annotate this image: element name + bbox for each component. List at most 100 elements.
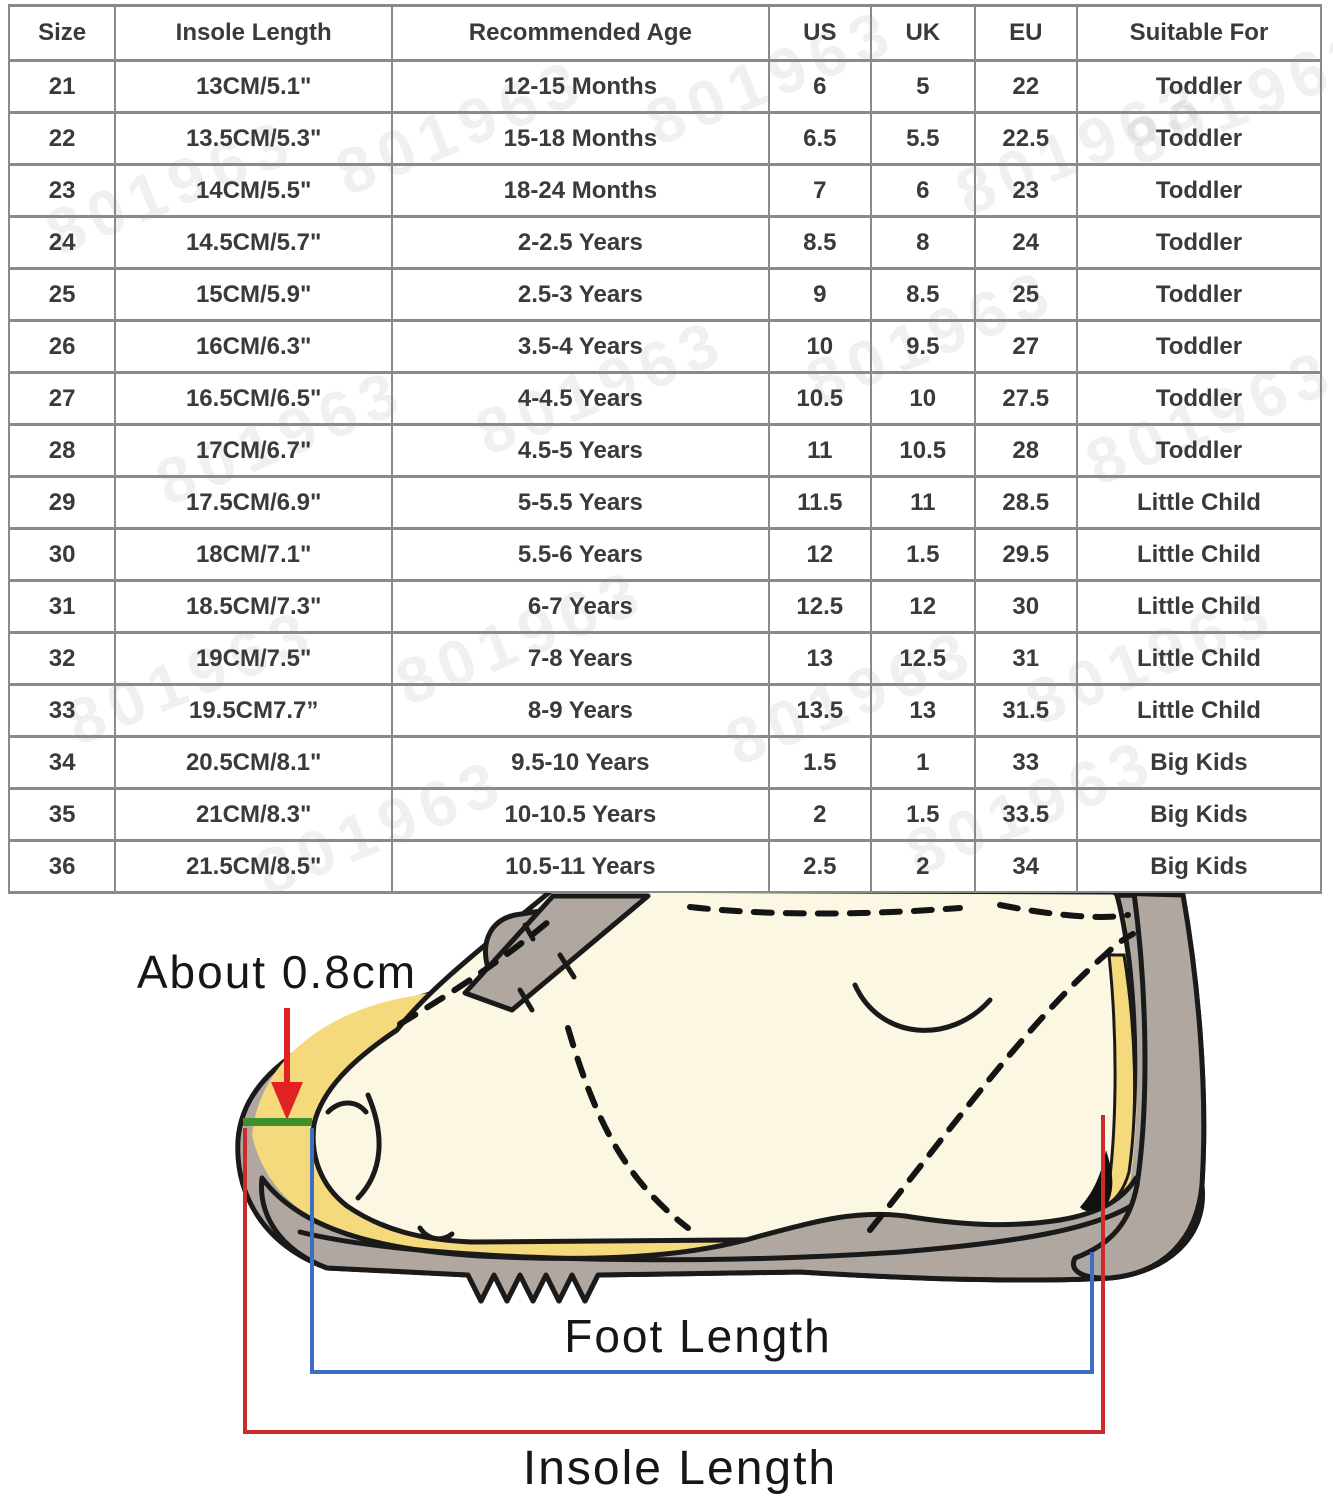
table-cell: 18-24 Months: [391, 163, 770, 218]
table-cell: 12: [869, 579, 976, 634]
toe-wrinkle-detail: [417, 1225, 455, 1242]
table-cell: 1: [869, 735, 976, 790]
table-cell: 5-5.5 Years: [391, 475, 770, 530]
gap-label: About 0.8cm: [137, 946, 417, 998]
foot-length-label: Foot Length: [564, 1310, 832, 1362]
table-cell: 5.5-6 Years: [391, 527, 770, 582]
table-cell: 17CM/6.7": [114, 423, 394, 478]
table-cell: 24: [7, 215, 117, 270]
table-cell: 10: [767, 319, 872, 374]
table-cell: 33.5: [973, 787, 1078, 842]
table-cell: 8: [869, 215, 976, 270]
table-cell: Little Child: [1075, 475, 1323, 530]
header-cell: Size: [7, 4, 117, 62]
table-row: 32 19CM/7.5" 7-8 Years 13 12.5 31 Little Child: [7, 631, 1323, 686]
table-cell: 13: [767, 631, 872, 686]
table-cell: 26: [7, 319, 117, 374]
table-cell: 16.5CM/6.5": [114, 371, 394, 426]
table-cell: 19CM/7.5": [114, 631, 394, 686]
gap-arrow-head: [271, 1082, 303, 1120]
table-cell: 3.5-4 Years: [391, 319, 770, 374]
table-cell: 8-9 Years: [391, 683, 770, 738]
table-cell: 27: [973, 319, 1078, 374]
table-cell: Little Child: [1075, 683, 1323, 738]
table-cell: 10-10.5 Years: [391, 787, 770, 842]
table-cell: 17.5CM/6.9": [114, 475, 394, 530]
table-cell: 15CM/5.9": [114, 267, 394, 322]
size-table: Size Insole Length Recommended Age US UK EU Su…: [7, 4, 1323, 894]
table-cell: 32: [7, 631, 117, 686]
table-cell: 27.5: [973, 371, 1078, 426]
table-row: 28 17CM/6.7" 4.5-5 Years 11 10.5 28 Toddler: [7, 423, 1323, 478]
table-cell: 12.5: [869, 631, 976, 686]
table-cell: 31.5: [973, 683, 1078, 738]
table-cell: 19.5CM7.7”: [114, 683, 394, 738]
table-cell: 30: [973, 579, 1078, 634]
table-cell: Big Kids: [1075, 787, 1323, 842]
table-cell: Toddler: [1075, 423, 1323, 478]
table-cell: 13.5CM/5.3": [114, 111, 394, 166]
table-cell: 34: [973, 839, 1078, 894]
table-cell: 22.5: [973, 111, 1078, 166]
table-header-row: Size Insole Length Recommended Age US UK EU Su…: [7, 4, 1323, 62]
header-cell: UK: [869, 4, 976, 62]
instep-dashed-line: [397, 919, 551, 1027]
table-cell: Toddler: [1075, 163, 1323, 218]
table-cell: 10.5: [869, 423, 976, 478]
table-cell: 4.5-5 Years: [391, 423, 770, 478]
ankle-front-dashed-line: [565, 1025, 691, 1231]
header-cell: Suitable For: [1075, 4, 1323, 62]
table-cell: 22: [7, 111, 117, 166]
table-cell: Toddler: [1075, 59, 1323, 114]
table-cell: 2.5-3 Years: [391, 267, 770, 322]
table-cell: Big Kids: [1075, 735, 1323, 790]
table-cell: 30: [7, 527, 117, 582]
table-cell: 12: [767, 527, 872, 582]
table-cell: 28: [973, 423, 1078, 478]
table-cell: 1.5: [869, 527, 976, 582]
table-cell: 33: [7, 683, 117, 738]
table-cell: 11.5: [767, 475, 872, 530]
table-row: 33 19.5CM7.7” 8-9 Years 13.5 13 31.5 Little Ch…: [7, 683, 1323, 738]
table-cell: 10.5: [767, 371, 872, 426]
table-row: 34 20.5CM/8.1" 9.5-10 Years 1.5 1 33 Big Kids: [7, 735, 1323, 790]
insole-length-bracket: [243, 1115, 1105, 1434]
sole-seam: [297, 1197, 1143, 1263]
header-cell: Insole Length: [114, 4, 394, 62]
table-cell: 29: [7, 475, 117, 530]
table-row: 23 14CM/5.5" 18-24 Months 7 6 23 Toddler: [7, 163, 1323, 218]
table-cell: 2: [869, 839, 976, 894]
ankle-bone-detail: [852, 982, 993, 1033]
table-row: 27 16.5CM/6.5" 4-4.5 Years 10.5 10 27.5 Toddle…: [7, 371, 1323, 426]
table-cell: 6: [869, 163, 976, 218]
table-cell: 28.5: [973, 475, 1078, 530]
table-cell: 36: [7, 839, 117, 894]
shoe-diagram: About 0.8cm Foot Length Insole Length: [137, 893, 1207, 1495]
table-cell: Little Child: [1075, 527, 1323, 582]
table-cell: 7-8 Years: [391, 631, 770, 686]
table-cell: 34: [7, 735, 117, 790]
table-cell: 33: [973, 735, 1078, 790]
table-cell: 13CM/5.1": [114, 59, 394, 114]
table-cell: Little Child: [1075, 579, 1323, 634]
table-cell: 13: [869, 683, 976, 738]
table-cell: 29.5: [973, 527, 1078, 582]
table-cell: 6-7 Years: [391, 579, 770, 634]
table-cell: 21CM/8.3": [114, 787, 394, 842]
table-row: 25 15CM/5.9" 2.5-3 Years 9 8.5 25 Toddler: [7, 267, 1323, 322]
table-cell: 23: [973, 163, 1078, 218]
table-cell: Little Child: [1075, 631, 1323, 686]
table-row: 30 18CM/7.1" 5.5-6 Years 12 1.5 29.5 Little Ch…: [7, 527, 1323, 582]
ankle-heel-dashed-line: [867, 931, 1136, 1233]
table-cell: Toddler: [1075, 267, 1323, 322]
table-cell: 12-15 Months: [391, 59, 770, 114]
table-cell: 10.5-11 Years: [391, 839, 770, 894]
size-table-body: 21 13CM/5.1" 12-15 Months 6 5 22 Toddler 22 13.5…: [7, 59, 1323, 894]
table-cell: 15-18 Months: [391, 111, 770, 166]
header-cell: US: [767, 4, 872, 62]
table-cell: 1.5: [767, 735, 872, 790]
table-row: 24 14.5CM/5.7" 2-2.5 Years 8.5 8 24 Toddler: [7, 215, 1323, 270]
table-cell: 13.5: [767, 683, 872, 738]
table-cell: 8.5: [767, 215, 872, 270]
